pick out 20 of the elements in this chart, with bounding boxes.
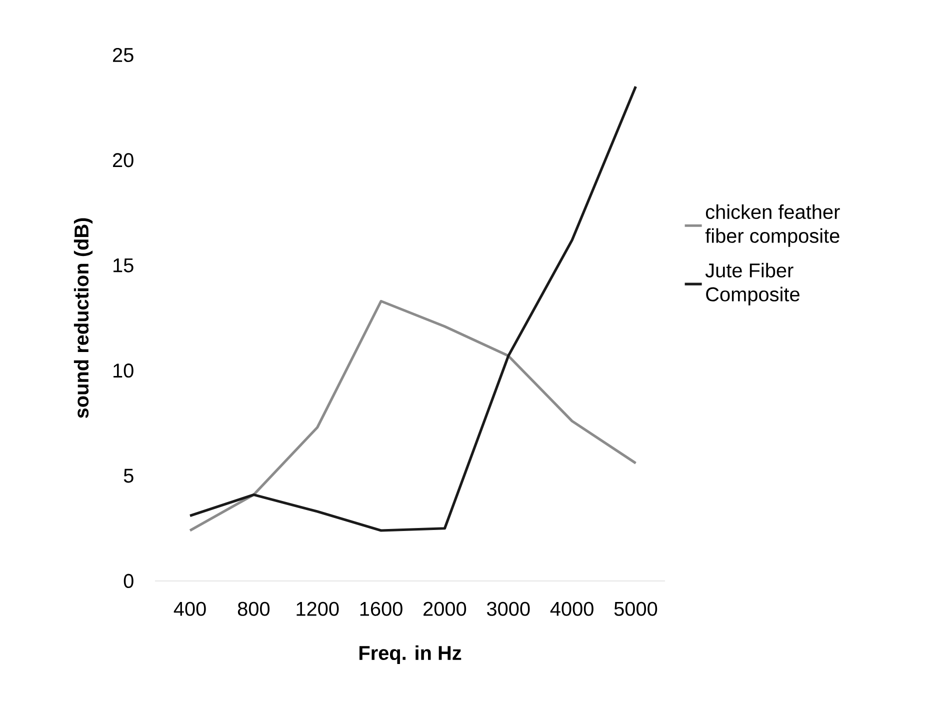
line-series <box>188 300 638 532</box>
x-tick-label: 3000 <box>486 602 530 616</box>
legend-label: Jute Fiber Composite <box>705 262 800 306</box>
y-tick-label: 25 <box>113 48 134 62</box>
x-axis-title: Freq. in Hz <box>359 645 462 664</box>
x-tick-label: 1200 <box>296 602 339 616</box>
x-tick-label: 5000 <box>614 602 658 616</box>
x-tick-label: 1600 <box>360 602 402 616</box>
y-tick-label: 20 <box>113 153 134 168</box>
line-series <box>188 85 638 532</box>
y-tick-label: 10 <box>114 364 134 378</box>
y-tick-label: 5 <box>124 468 134 483</box>
y-axis-title: sound reduction (dB) <box>74 218 93 418</box>
y-tick-label: 0 <box>124 574 134 588</box>
legend-label: chicken feather fiber composite <box>705 204 840 247</box>
x-tick-label: 400 <box>174 602 206 616</box>
x-tick-label: 800 <box>238 602 270 616</box>
y-tick-label: 15 <box>114 258 134 272</box>
x-tick-label: 4000 <box>550 602 594 616</box>
x-tick-label: 2000 <box>424 602 466 616</box>
